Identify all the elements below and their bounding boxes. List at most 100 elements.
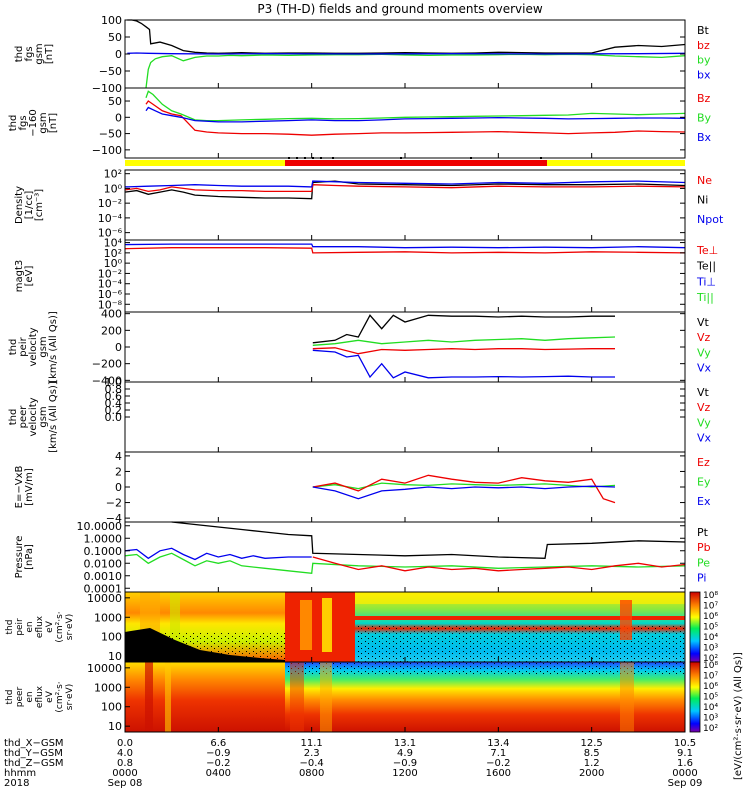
xaxis-value: 0.8 bbox=[117, 758, 133, 769]
ylabel-ion_spectrogram: eflux bbox=[35, 615, 45, 638]
colorbar-label-bottom: 10⁶ bbox=[703, 682, 718, 692]
xaxis-value: 13.4 bbox=[487, 738, 509, 749]
series-pressure-Pi bbox=[124, 547, 312, 561]
ylabel-electron_spectrogram: eflux bbox=[35, 685, 45, 708]
legend-ion_velocity-Vy: Vy bbox=[697, 346, 711, 359]
xaxis-value: 11.1 bbox=[301, 738, 323, 749]
ytick-label-efield: 2 bbox=[115, 465, 122, 478]
colorbar-bottom bbox=[689, 661, 701, 733]
ytick-label-fgs_dsl: −50 bbox=[99, 128, 122, 141]
colorbar-top bbox=[689, 591, 701, 663]
ytick-label-pressure: 1.0000 bbox=[84, 532, 123, 545]
ylabel-density: [1/cc] bbox=[24, 191, 35, 220]
legend-electron_velocity-Vx: Vx bbox=[697, 432, 712, 445]
legend-fgs-bz: bz bbox=[697, 39, 710, 52]
xaxis-value: 8.5 bbox=[584, 748, 600, 759]
ytick-label-electron_spectrogram: 10 bbox=[108, 720, 122, 733]
ytick-label-density: 10² bbox=[104, 168, 122, 181]
ylabel-electron_velocity: gsm bbox=[38, 406, 49, 427]
colorbar-unit: [eV/(cm²·s·sr·eV) (All Qs)] bbox=[733, 652, 744, 780]
colorbar-label-bottom: 10² bbox=[703, 724, 718, 734]
region-bar-ticks bbox=[288, 157, 542, 159]
xaxis-value: 1.6 bbox=[677, 758, 693, 769]
ytick-label-temperature: 10⁻⁶ bbox=[98, 288, 123, 301]
xaxis-row-name: thd_X−GSM bbox=[4, 738, 64, 749]
xaxis-row-name: thd_Z−GSM bbox=[4, 758, 64, 769]
figure-title: P3 (TH-D) fields and ground moments over… bbox=[257, 2, 542, 16]
xaxis-value: 0000 bbox=[112, 768, 137, 779]
ytick-label-electron_velocity: 0.2 bbox=[105, 404, 123, 417]
series-pressure-Pe bbox=[124, 552, 686, 575]
ylabel-ion_velocity: gsm bbox=[38, 336, 49, 357]
legend-temperature-Te||: Te|| bbox=[696, 260, 716, 273]
legend-fgs-by: by bbox=[697, 54, 711, 67]
colorbar-label-bottom: 10⁴ bbox=[703, 703, 718, 713]
ylabel-electron_velocity: peer bbox=[18, 405, 29, 429]
series-density-Ni bbox=[124, 180, 686, 200]
ytick-label-fgs: −50 bbox=[99, 65, 122, 78]
series-efield-Ex bbox=[312, 485, 616, 500]
xaxis-value: 1600 bbox=[486, 768, 511, 779]
ytick-label-efield: 0 bbox=[115, 481, 122, 494]
ylabel-pressure: Pressure bbox=[14, 536, 25, 579]
ytick-label-efield: 4 bbox=[115, 450, 122, 463]
legend-pressure-Pt: Pt bbox=[697, 526, 709, 539]
ylabel-fgs_dsl: [nT] bbox=[48, 113, 59, 133]
ytick-label-ion_velocity: 0 bbox=[115, 341, 122, 354]
series-fgs-Bt bbox=[127, 19, 686, 54]
ytick-label-density: 10⁻² bbox=[98, 197, 122, 210]
frame-density bbox=[124, 169, 686, 241]
legend-fgs-Bt: Bt bbox=[697, 24, 710, 37]
series-fgs_dsl-Bz bbox=[145, 100, 686, 136]
legend-electron_velocity-Vt: Vt bbox=[697, 386, 710, 399]
frame-fgs_dsl bbox=[124, 87, 686, 159]
ytick-label-pressure: 0.0010 bbox=[84, 570, 123, 583]
panel-fgs_dsl: 50 0 −50 −100 thd fgs −160 gsm [nT] Bz By Bx bbox=[8, 87, 712, 159]
colorbar-label-top: 10⁷ bbox=[703, 602, 718, 612]
ylabel-fgs_dsl: fgs bbox=[18, 115, 29, 130]
ytick-label-temperature: 10⁻⁸ bbox=[98, 298, 123, 311]
legend-pressure-Pb: Pb bbox=[697, 541, 711, 554]
ytick-label-temperature: 10⁴ bbox=[104, 237, 123, 250]
xaxis-date-end: Sep 09 bbox=[668, 778, 703, 789]
ylabel-electron_spectrogram: peer bbox=[15, 686, 25, 707]
legend-density-Ne: Ne bbox=[697, 174, 712, 187]
series-temperature-Te bbox=[124, 247, 686, 254]
ylabel-pressure: [nPa] bbox=[24, 544, 35, 570]
ytick-label-fgs: 0 bbox=[115, 48, 122, 61]
xaxis-row-name: hhmm bbox=[4, 768, 36, 779]
ylabel-fgs: [nT] bbox=[44, 44, 55, 64]
xaxis-date-start: Sep 08 bbox=[108, 778, 143, 789]
ytick-label-fgs: 50 bbox=[108, 31, 122, 44]
ylabel-efield: [mV/m] bbox=[24, 468, 35, 506]
xaxis-value: −0.9 bbox=[206, 748, 230, 759]
ytick-label-fgs_dsl: −100 bbox=[92, 144, 122, 157]
legend-pressure-Pi: Pi bbox=[697, 572, 706, 585]
colorbar: 10⁸10⁷10⁶10⁵10⁴10³10²10⁸10⁷10⁶10⁵10⁴10³1… bbox=[689, 591, 744, 780]
ylabel-electron_spectrogram: (cm²·s· bbox=[55, 681, 65, 712]
xaxis-year: 2018 bbox=[4, 778, 29, 789]
ytick-label-temperature: 10² bbox=[104, 247, 122, 260]
ylabel-ion_spectrogram: eV bbox=[45, 620, 55, 633]
colorbar-label-top: 10² bbox=[703, 654, 718, 664]
xaxis-value: 1200 bbox=[392, 768, 417, 779]
xaxis-value: 2000 bbox=[579, 768, 604, 779]
series-temperature-Ti bbox=[124, 243, 686, 249]
legend-fgs_dsl-Bz: Bz bbox=[697, 92, 711, 105]
ytick-label-electron_velocity: 0.4 bbox=[105, 397, 123, 410]
legend-ion_velocity-Vx: Vx bbox=[697, 362, 712, 375]
ylabel-ion_spectrogram: en bbox=[25, 621, 35, 632]
ylabel-ion_spectrogram: thd bbox=[5, 620, 15, 635]
ytick-label-temperature: 10⁻⁴ bbox=[98, 278, 123, 291]
xaxis-value: 10.5 bbox=[674, 738, 696, 749]
ytick-label-efield: −2 bbox=[106, 497, 122, 510]
ytick-label-ion_spectrogram: 10 bbox=[108, 650, 122, 663]
series-ion_velocity-Vx bbox=[312, 349, 615, 379]
legend-efield-Ex: Ex bbox=[697, 495, 711, 508]
xaxis-value: 4.0 bbox=[117, 748, 133, 759]
ytick-label-ion_spectrogram: 1000 bbox=[94, 611, 122, 624]
